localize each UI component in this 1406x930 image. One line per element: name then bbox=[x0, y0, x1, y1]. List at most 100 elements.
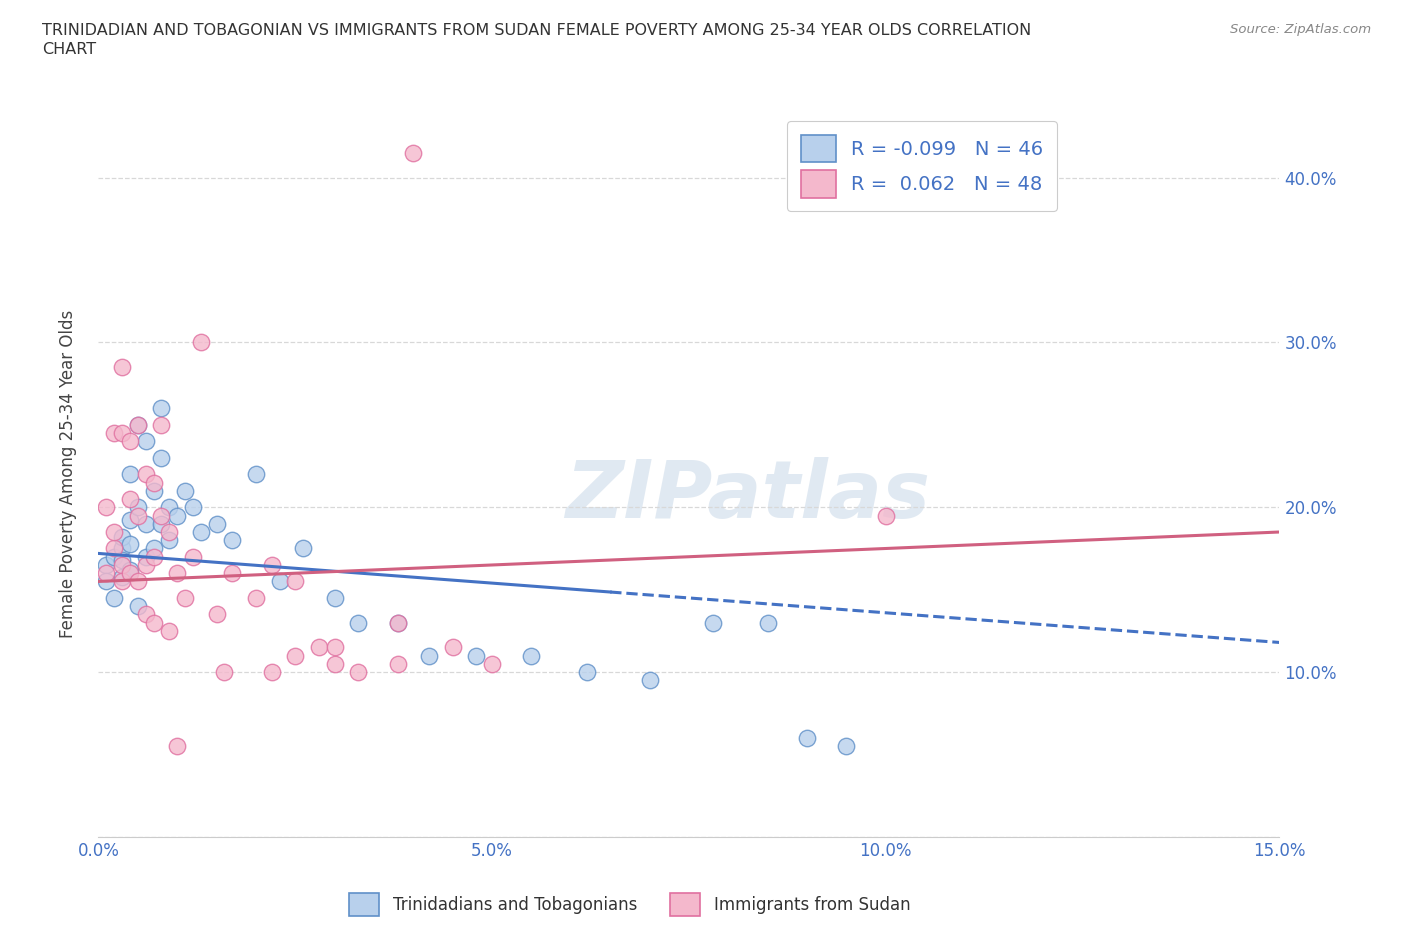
Point bbox=[142, 475, 165, 490]
Text: ZIPatlas: ZIPatlas bbox=[565, 457, 931, 535]
Point bbox=[96, 558, 118, 573]
Point bbox=[135, 607, 157, 622]
Point bbox=[150, 508, 173, 523]
Point bbox=[245, 591, 267, 605]
Point bbox=[347, 665, 370, 680]
Point bbox=[481, 657, 503, 671]
Point bbox=[205, 607, 228, 622]
Point bbox=[284, 574, 307, 589]
Point bbox=[269, 574, 291, 589]
Point bbox=[103, 541, 125, 556]
Point bbox=[205, 516, 228, 531]
Point bbox=[347, 616, 370, 631]
Point bbox=[308, 640, 330, 655]
Point bbox=[135, 467, 157, 482]
Y-axis label: Female Poverty Among 25-34 Year Olds: Female Poverty Among 25-34 Year Olds bbox=[59, 311, 77, 638]
Point bbox=[174, 591, 197, 605]
Point bbox=[103, 550, 125, 565]
Point bbox=[638, 673, 661, 688]
Point bbox=[387, 616, 409, 631]
Point bbox=[111, 552, 134, 567]
Point bbox=[127, 599, 149, 614]
Point bbox=[157, 533, 180, 548]
Point bbox=[127, 574, 149, 589]
Point bbox=[214, 665, 236, 680]
Point bbox=[142, 484, 165, 498]
Point bbox=[150, 418, 173, 432]
Point bbox=[190, 335, 212, 350]
Point bbox=[118, 492, 141, 507]
Legend: Trinidadians and Tobagonians, Immigrants from Sudan: Trinidadians and Tobagonians, Immigrants… bbox=[343, 886, 917, 923]
Point bbox=[118, 563, 141, 578]
Point bbox=[260, 665, 283, 680]
Point bbox=[142, 616, 165, 631]
Point bbox=[111, 574, 134, 589]
Point bbox=[118, 565, 141, 580]
Point bbox=[157, 623, 180, 638]
Point bbox=[127, 508, 149, 523]
Point bbox=[135, 558, 157, 573]
Point bbox=[702, 616, 724, 631]
Point bbox=[150, 450, 173, 465]
Point bbox=[135, 434, 157, 449]
Point bbox=[103, 525, 125, 539]
Point bbox=[111, 541, 134, 556]
Text: CHART: CHART bbox=[42, 42, 96, 57]
Point bbox=[118, 434, 141, 449]
Point bbox=[465, 648, 488, 663]
Point bbox=[756, 616, 779, 631]
Point bbox=[118, 536, 141, 551]
Point bbox=[111, 569, 134, 584]
Point bbox=[111, 426, 134, 441]
Point bbox=[323, 657, 346, 671]
Text: TRINIDADIAN AND TOBAGONIAN VS IMMIGRANTS FROM SUDAN FEMALE POVERTY AMONG 25-34 Y: TRINIDADIAN AND TOBAGONIAN VS IMMIGRANTS… bbox=[42, 23, 1032, 38]
Text: Source: ZipAtlas.com: Source: ZipAtlas.com bbox=[1230, 23, 1371, 36]
Point bbox=[166, 508, 188, 523]
Point bbox=[157, 525, 180, 539]
Point bbox=[157, 499, 180, 514]
Point bbox=[103, 426, 125, 441]
Point bbox=[150, 401, 173, 416]
Point bbox=[96, 574, 118, 589]
Point bbox=[150, 516, 173, 531]
Point bbox=[96, 565, 118, 580]
Point bbox=[221, 533, 243, 548]
Point bbox=[796, 731, 818, 746]
Point bbox=[190, 525, 212, 539]
Point bbox=[245, 467, 267, 482]
Point bbox=[166, 565, 188, 580]
Point bbox=[181, 550, 204, 565]
Point bbox=[127, 499, 149, 514]
Point bbox=[575, 665, 598, 680]
Point bbox=[181, 499, 204, 514]
Point bbox=[875, 508, 897, 523]
Point bbox=[402, 145, 425, 160]
Point bbox=[127, 418, 149, 432]
Point bbox=[111, 360, 134, 375]
Point bbox=[166, 738, 188, 753]
Point bbox=[323, 640, 346, 655]
Point bbox=[111, 529, 134, 544]
Point bbox=[111, 558, 134, 573]
Point bbox=[96, 499, 118, 514]
Point bbox=[142, 550, 165, 565]
Point bbox=[174, 484, 197, 498]
Point bbox=[418, 648, 440, 663]
Point bbox=[387, 657, 409, 671]
Point bbox=[127, 418, 149, 432]
Point bbox=[135, 516, 157, 531]
Point bbox=[520, 648, 543, 663]
Point bbox=[835, 738, 858, 753]
Point bbox=[260, 558, 283, 573]
Point bbox=[284, 648, 307, 663]
Point bbox=[142, 541, 165, 556]
Point bbox=[103, 591, 125, 605]
Point bbox=[387, 616, 409, 631]
Point bbox=[323, 591, 346, 605]
Point bbox=[441, 640, 464, 655]
Point bbox=[292, 541, 315, 556]
Point bbox=[221, 565, 243, 580]
Point bbox=[135, 550, 157, 565]
Point bbox=[118, 513, 141, 528]
Point bbox=[118, 467, 141, 482]
